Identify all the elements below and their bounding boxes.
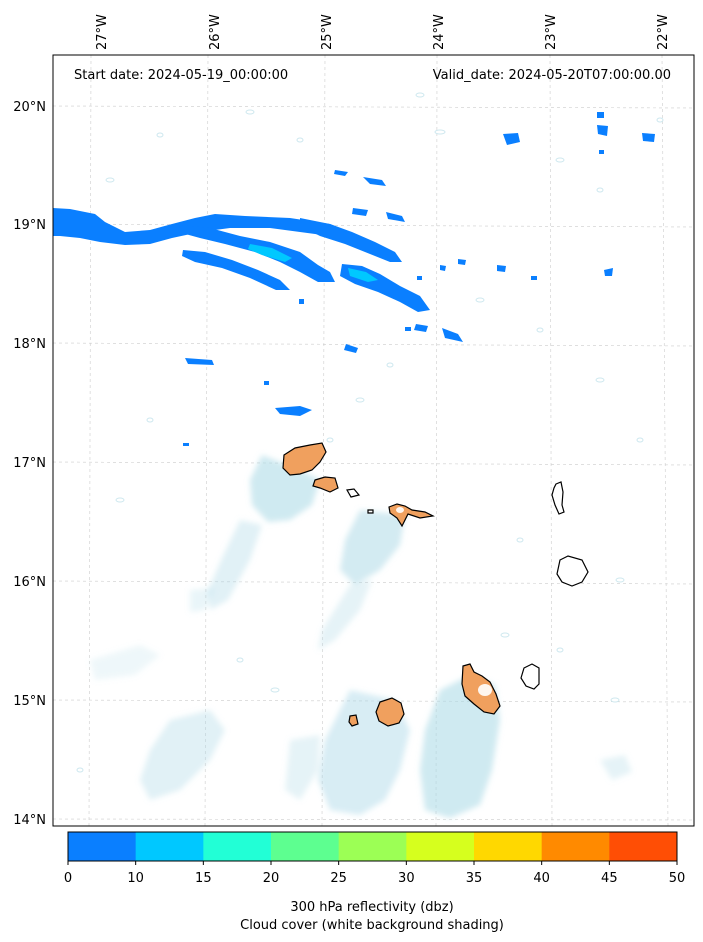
reflectivity-cell-22 bbox=[299, 299, 304, 304]
lat-tick-label: 20°N bbox=[13, 100, 46, 115]
island-maio bbox=[520, 663, 540, 690]
colorbar-border bbox=[67, 831, 678, 862]
lat-tick-label: 14°N bbox=[13, 813, 46, 828]
lon-tick-label: 25°W bbox=[320, 14, 335, 50]
cloud-streak-sw bbox=[285, 735, 320, 800]
reflectivity-cell-2 bbox=[363, 177, 386, 186]
cloud-streak-east bbox=[600, 755, 632, 780]
reflectivity-contours bbox=[53, 112, 655, 446]
lat-tick-label: 18°N bbox=[13, 337, 46, 352]
cloud-streak-mid bbox=[190, 588, 215, 612]
reflectivity-cell-20 bbox=[183, 443, 189, 446]
lat-tick-label: 16°N bbox=[13, 575, 46, 590]
reflectivity-band-west bbox=[53, 208, 345, 245]
reflectivity-cell-6 bbox=[414, 324, 428, 332]
colorbar-segment bbox=[135, 832, 204, 861]
colorbar-segment bbox=[541, 832, 610, 861]
colorbar-label-line2: Cloud cover (white background shading) bbox=[240, 918, 504, 933]
reflectivity-cell-14 bbox=[604, 268, 613, 276]
reflectivity-cell-10 bbox=[503, 133, 520, 145]
reflectivity-cell-9 bbox=[275, 406, 312, 416]
reflectivity-cell-5 bbox=[442, 328, 463, 342]
colorbar-segment bbox=[271, 832, 340, 861]
colorbar-tick-label: 15 bbox=[195, 871, 212, 886]
reflectivity-cell-17 bbox=[597, 112, 604, 118]
reflectivity-cell-12 bbox=[642, 133, 655, 142]
reflectivity-band-3 bbox=[182, 250, 290, 290]
cloud-plume-fogo-west bbox=[140, 710, 225, 800]
colorbar-tick-label: 50 bbox=[669, 871, 686, 886]
reflectivity-cell-18 bbox=[599, 150, 604, 154]
island-brava bbox=[348, 714, 359, 727]
colorbar-tick-label: 30 bbox=[398, 871, 415, 886]
reflectivity-band-2 bbox=[178, 225, 335, 282]
cloud-plume-santiago bbox=[420, 675, 500, 818]
island-cloud-patches bbox=[396, 507, 578, 696]
reflectivity-cell-4 bbox=[386, 212, 405, 222]
island-sal bbox=[551, 481, 565, 515]
lat-tick-label: 15°N bbox=[13, 694, 46, 709]
colorbar: 0 10 15 20 25 30 35 40 45 50 bbox=[64, 831, 686, 886]
colorbar-segment bbox=[203, 832, 272, 861]
colorbar-label-line1: 300 hPa reflectivity (dbz) bbox=[290, 900, 453, 915]
lon-tick-label: 22°W bbox=[656, 14, 671, 50]
island-sao-vicente bbox=[312, 476, 339, 493]
colorbar-segment bbox=[406, 832, 475, 861]
colorbar-segment bbox=[474, 832, 543, 861]
colorbar-tick-label: 45 bbox=[601, 871, 618, 886]
island-santa-luzia bbox=[346, 488, 361, 498]
islands bbox=[282, 442, 589, 727]
island-raso bbox=[367, 509, 374, 514]
lat-tick-label: 17°N bbox=[13, 456, 46, 471]
reflectivity-cell-16 bbox=[458, 259, 466, 265]
lon-tick-label: 24°W bbox=[432, 14, 447, 50]
cloud-plume-trail-1 bbox=[208, 520, 262, 610]
valid-date-label: Valid_date: 2024-05-20T07:00:00.00 bbox=[433, 68, 671, 83]
lon-tick-label: 27°W bbox=[95, 14, 110, 50]
lon-tick-label: 26°W bbox=[208, 14, 223, 50]
cloud-streak-west bbox=[90, 645, 160, 680]
colorbar-tick-label: 10 bbox=[127, 871, 144, 886]
reflectivity-band-2-core bbox=[248, 244, 292, 262]
map-border bbox=[52, 54, 695, 827]
lon-tick-label: 23°W bbox=[544, 14, 559, 50]
latitude-ticks: 20°N 19°N 18°N 17°N 16°N 15°N 14°N bbox=[13, 100, 46, 828]
reflectivity-cell-8 bbox=[185, 358, 214, 365]
reflectivity-cell-24 bbox=[417, 276, 422, 280]
colorbar-tick-label: 40 bbox=[533, 871, 550, 886]
scattered-cloud-speckles bbox=[76, 92, 664, 773]
colorbar-tick-label: 0 bbox=[64, 871, 72, 886]
lat-tick-label: 19°N bbox=[13, 218, 46, 233]
reflectivity-cell-7 bbox=[344, 344, 358, 353]
reflectivity-cell-19 bbox=[531, 276, 537, 280]
island-santo-antao bbox=[282, 442, 327, 476]
longitude-ticks: 27°W 26°W 25°W 24°W 23°W 22°W bbox=[95, 14, 671, 50]
reflectivity-cell-11 bbox=[597, 125, 608, 136]
reflectivity-cell-21 bbox=[264, 381, 269, 385]
reflectivity-band-5-core bbox=[348, 268, 378, 282]
colorbar-segment bbox=[609, 832, 678, 861]
colorbar-segment bbox=[68, 832, 137, 861]
reflectivity-cell-23 bbox=[405, 327, 411, 331]
reflectivity-cell-13 bbox=[497, 265, 506, 272]
cloud-plume-trail-2 bbox=[318, 580, 372, 650]
start-date-label: Start date: 2024-05-19_00:00:00 bbox=[74, 68, 288, 83]
colorbar-tick-label: 35 bbox=[466, 871, 483, 886]
cloud-plume-sao-nicolau bbox=[340, 510, 405, 585]
reflectivity-band-4 bbox=[300, 218, 402, 262]
colorbar-tick-label: 20 bbox=[263, 871, 280, 886]
reflectivity-cell-1 bbox=[334, 170, 348, 176]
reflectivity-cell-15 bbox=[440, 265, 446, 271]
island-fogo bbox=[375, 697, 405, 727]
reflectivity-cell-3 bbox=[352, 208, 368, 216]
colorbar-segment bbox=[338, 832, 407, 861]
colorbar-tick-label: 25 bbox=[330, 871, 347, 886]
island-boa-vista bbox=[556, 555, 589, 587]
